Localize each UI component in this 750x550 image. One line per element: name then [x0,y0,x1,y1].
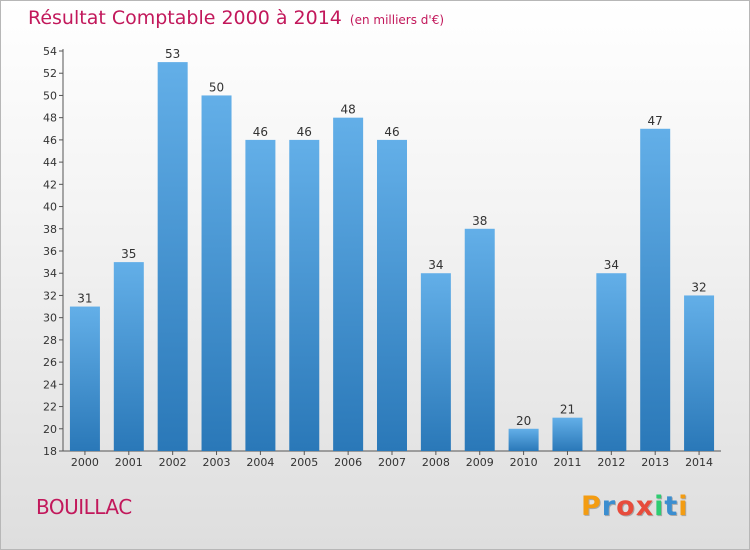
bar-2009 [464,228,495,451]
x-tick-label-2012: 2012 [597,456,625,469]
data-label-2000: 31 [77,292,92,306]
x-tick-label-2010: 2010 [510,456,538,469]
chart-title-text: Résultat Comptable 2000 à 2014 [28,7,342,29]
y-tick-label: 46 [43,134,57,147]
data-label-2011: 21 [560,403,575,417]
y-tick-label: 32 [43,289,57,302]
bar-2001 [113,262,144,451]
data-label-2003: 50 [209,80,224,94]
x-tick-label-2000: 2000 [71,456,99,469]
y-tick-label: 24 [43,378,57,391]
logo-letter: o [616,491,636,522]
bar-2012 [596,273,627,451]
y-tick-label: 44 [43,156,57,169]
bar-2002 [157,62,188,451]
bar-2003 [201,95,232,451]
bar-2000 [69,306,100,451]
data-label-2007: 46 [384,125,399,139]
x-tick-label-2006: 2006 [334,456,362,469]
logo-letter: r [601,491,617,522]
data-label-2001: 35 [121,247,136,261]
bar-2007 [377,139,407,451]
bar-2013 [640,128,671,451]
logo-letter: i [678,491,689,522]
bar-2004 [245,139,276,451]
y-tick-label: 22 [43,401,57,414]
x-tick-label-2013: 2013 [641,456,669,469]
y-tick-label: 30 [43,312,57,325]
logo-letter: P [581,491,602,522]
x-tick-label-2007: 2007 [378,456,406,469]
y-tick-label: 48 [43,112,57,125]
x-tick-label-2001: 2001 [115,456,143,469]
data-label-2013: 47 [648,114,663,128]
x-tick-label-2008: 2008 [422,456,450,469]
bar-2010 [508,428,539,451]
data-label-2005: 46 [297,125,312,139]
bar-2005 [289,139,320,451]
y-tick-label: 38 [43,223,57,236]
data-label-2006: 48 [340,103,355,117]
data-label-2002: 53 [165,47,180,61]
data-label-2009: 38 [472,214,487,228]
data-label-2004: 46 [253,125,268,139]
bar-2006 [333,117,364,452]
x-tick-label-2005: 2005 [290,456,318,469]
y-tick-label: 18 [43,445,57,458]
logo-letter: t [664,491,679,522]
x-tick-label-2002: 2002 [159,456,187,469]
y-tick-label: 42 [43,178,57,191]
y-tick-label: 34 [43,267,57,280]
y-tick-label: 26 [43,356,57,369]
proxiti-logo: Proxiti [581,491,689,522]
data-label-2014: 32 [691,280,706,294]
x-tick-label-2014: 2014 [685,456,713,469]
y-tick-label: 40 [43,201,57,214]
y-tick-label: 36 [43,245,57,258]
y-tick-label: 54 [43,45,57,58]
chart-data-labels: 31 35 53 50 46 46 48 46 34 38 20 21 34 47 32 [77,47,706,428]
chart-bars [69,62,715,452]
data-label-2012: 34 [604,258,619,272]
x-tick-label-2009: 2009 [466,456,494,469]
bar-2011 [552,417,583,451]
commune-name: BOUILLAC [36,495,132,519]
y-tick-label: 52 [43,67,57,80]
data-label-2008: 34 [428,258,443,272]
x-tick-label-2004: 2004 [246,456,274,469]
bar-2014 [684,295,715,451]
logo-letter: x [635,491,655,522]
y-tick-label: 28 [43,334,57,347]
y-tick-label: 50 [43,89,57,102]
chart-subtitle: (en milliers d'€) [349,13,445,27]
chart-title: Résultat Comptable 2000 à 2014 (en millie… [28,7,444,29]
x-tick-label-2011: 2011 [553,456,581,469]
x-tick-label-2003: 2003 [203,456,231,469]
data-label-2010: 20 [516,414,531,428]
logo-letter: i [654,491,665,522]
y-tick-label: 20 [43,423,57,436]
bar-2008 [420,273,451,451]
